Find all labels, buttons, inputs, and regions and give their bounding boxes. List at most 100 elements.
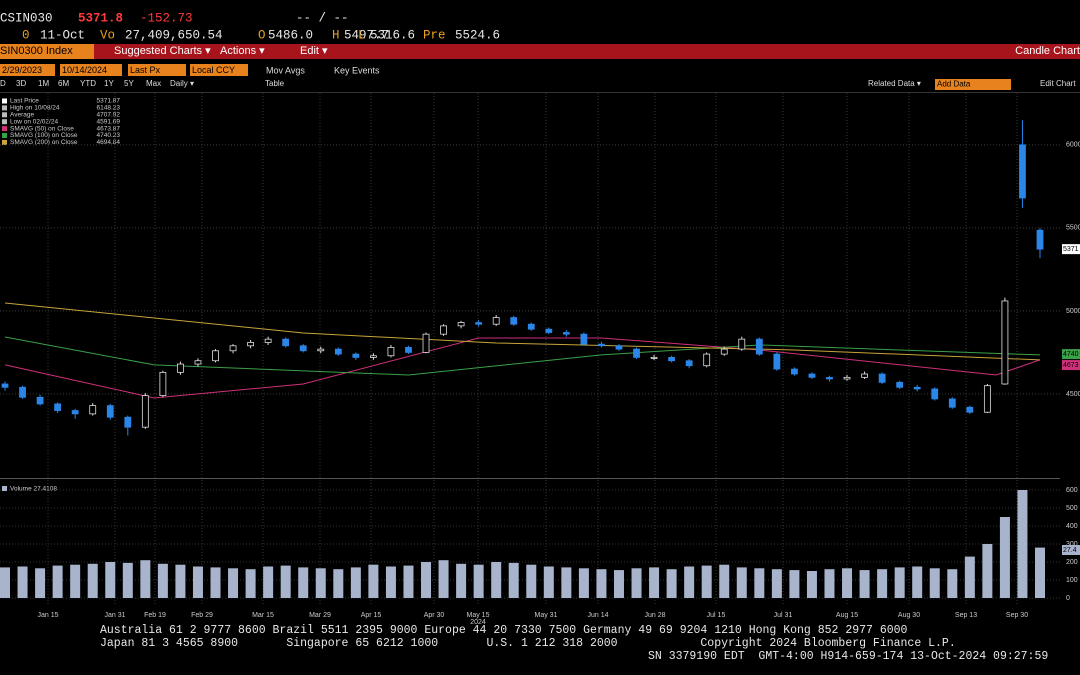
volume-bar	[666, 569, 677, 598]
price-tag	[1062, 360, 1080, 371]
volume-bar	[982, 544, 993, 598]
legend-swatch	[2, 105, 7, 111]
net-change: -152.73	[140, 11, 193, 25]
candle-body	[948, 398, 956, 408]
period-button[interactable]: 1M	[38, 79, 49, 88]
legend-value: 5371.87	[97, 98, 121, 105]
menu[interactable]: Actions ▾	[220, 45, 265, 57]
candle-body	[808, 373, 816, 378]
x-tick-label: Feb 29	[191, 612, 213, 619]
panel-divider	[0, 478, 1060, 479]
x-tick-label: Jan 31	[104, 612, 125, 619]
related-data[interactable]: Related Data ▾	[868, 79, 921, 88]
volume-bar	[368, 564, 379, 598]
input-currency[interactable]: Local CCY	[192, 65, 235, 75]
volume-bar	[929, 568, 940, 598]
volume-bar	[0, 567, 10, 598]
volume-bar	[877, 569, 888, 598]
input-box	[190, 64, 248, 76]
edit-chart[interactable]: Edit Chart	[1040, 79, 1076, 88]
candle-body	[983, 385, 991, 413]
legend-value: 6148.23	[97, 105, 121, 112]
legend-label: SMAVG (200) on Close	[10, 139, 78, 146]
quote-label: Pre	[423, 28, 446, 42]
volume-bar	[280, 565, 291, 598]
volume-bar	[1017, 490, 1028, 598]
candle-body	[527, 323, 535, 330]
volume-bar	[315, 568, 326, 598]
candle-body	[633, 348, 640, 358]
volume-legend-swatch	[2, 486, 7, 491]
candle-body	[71, 410, 79, 415]
candle-body	[615, 345, 623, 350]
period-button[interactable]: YTD	[80, 79, 96, 88]
volume-bar	[596, 569, 607, 598]
mov-avgs[interactable]: Mov Avgs	[266, 65, 305, 75]
x-tick-label: Apr 30	[424, 612, 445, 619]
footer-line: Japan 81 3 4565 8900 Singapore 65 6212 1…	[100, 637, 956, 650]
volume-bar	[894, 567, 905, 598]
volume-bar	[684, 566, 695, 598]
volume-bar	[771, 569, 782, 598]
candle-body	[194, 360, 202, 365]
moving-average	[4, 337, 1041, 399]
volume-bar	[245, 569, 256, 598]
input-start[interactable]: 2/29/2023	[2, 65, 42, 75]
period-button[interactable]: 6M	[58, 79, 69, 88]
quote-label: O	[258, 28, 266, 42]
quote-value: 5524.6	[455, 28, 500, 42]
menu[interactable]: Suggested Charts ▾	[114, 45, 211, 57]
volume-bar	[543, 566, 554, 598]
period-button[interactable]: D	[0, 79, 6, 88]
candle-body	[703, 353, 711, 367]
volume-bar	[421, 562, 432, 598]
table-button[interactable]: Table	[265, 79, 285, 88]
candle-body	[19, 386, 26, 398]
candle-body	[791, 368, 798, 375]
period-button[interactable]: Max	[146, 79, 161, 88]
candle-body	[422, 333, 430, 353]
candle-body	[878, 373, 886, 383]
volume-tick-label: 400	[1066, 523, 1078, 530]
input-end[interactable]: 10/14/2024	[62, 65, 107, 75]
x-tick-label: Sep 13	[955, 612, 977, 619]
volume-bar	[999, 517, 1010, 598]
volume-bar	[613, 570, 624, 598]
candle-body	[282, 338, 290, 347]
x-tick-label: Apr 15	[361, 612, 382, 619]
menu[interactable]: Edit ▾	[300, 45, 328, 57]
input-field[interactable]: Last Px	[130, 65, 161, 75]
moving-average	[4, 336, 1041, 376]
candle-body	[510, 317, 518, 325]
x-tick-label: May 31	[535, 612, 558, 619]
candle-body	[755, 338, 763, 355]
volume-bar	[578, 568, 589, 598]
volume-bar	[754, 568, 765, 598]
volume-tick-label: 0	[1066, 595, 1070, 602]
x-tick-label: Jul 15	[707, 612, 726, 619]
candle-body	[773, 353, 781, 370]
legend-label: High on 10/08/24	[10, 105, 60, 112]
period-button[interactable]: 3D	[16, 79, 26, 88]
volume-bar	[912, 566, 923, 598]
candle-body	[861, 373, 868, 378]
add-data[interactable]: Add Data	[937, 80, 971, 89]
period-button[interactable]: 5Y	[124, 79, 134, 88]
volume-bar	[456, 563, 467, 598]
quote-value: 11-Oct	[40, 28, 85, 42]
quote-value: 5486.0	[268, 28, 313, 42]
candle-body	[299, 345, 307, 352]
menu-bar	[0, 44, 1080, 59]
quote-label: Vo	[100, 28, 115, 42]
price-tag	[1062, 349, 1080, 360]
x-tick-label: Jan 15	[37, 612, 58, 619]
legend-label: SMAVG (50) on Close	[10, 125, 74, 132]
input-box	[60, 64, 122, 76]
period-button[interactable]: 1Y	[104, 79, 114, 88]
key-events[interactable]: Key Events	[334, 65, 380, 75]
quote-value: 27,409,650.54	[125, 28, 223, 42]
x-tick-label: Aug 15	[836, 612, 858, 619]
period-button[interactable]: Daily ▾	[170, 79, 194, 88]
legend-value: 4694.84	[97, 139, 121, 146]
